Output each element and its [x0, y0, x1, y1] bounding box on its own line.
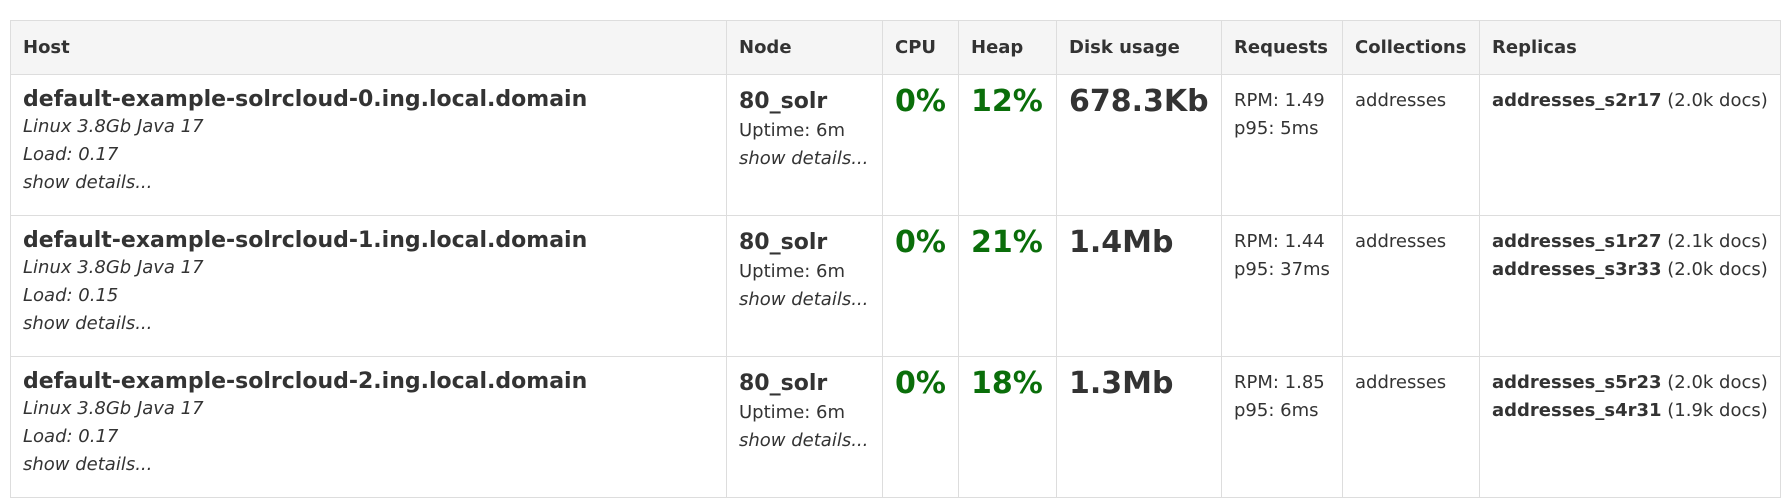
collections-cell: addresses: [1342, 215, 1480, 357]
host-name: default-example-solrcloud-0.ing.local.do…: [23, 87, 588, 112]
column-header: Requests: [1221, 20, 1343, 75]
rpm: RPM: 1.85: [1234, 372, 1325, 393]
host-name: default-example-solrcloud-2.ing.local.do…: [23, 369, 588, 394]
disk-cell: 1.4Mb: [1056, 215, 1222, 357]
node-name: 80_solr: [739, 89, 828, 114]
disk-cell: 678.3Kb: [1056, 74, 1222, 216]
host-cell: default-example-solrcloud-1.ing.local.do…: [10, 215, 727, 357]
header-row: Host Node CPU Heap Disk usage Requests Collect…: [10, 20, 1781, 75]
collection: addresses: [1355, 231, 1447, 252]
heap-value: 21%: [971, 225, 1043, 260]
disk-cell: 1.3Mb: [1056, 356, 1222, 498]
cpu-value: 0%: [895, 366, 946, 401]
replica: addresses_s5r23 (2.0k docs): [1492, 369, 1768, 397]
show-details[interactable]: show details...: [739, 289, 869, 310]
uptime: Uptime: 6m: [739, 120, 846, 141]
cpu-cell: 0%: [882, 215, 959, 357]
host-info: Linux 3.8Gb Java 17: [23, 398, 204, 419]
column-header: CPU: [882, 20, 959, 75]
node-cell: 80_solr Uptime: 6m show details...: [726, 74, 883, 216]
disk-value: 1.4Mb: [1069, 225, 1174, 260]
replica-name: addresses_s1r27: [1492, 231, 1662, 252]
uptime: Uptime: 6m: [739, 402, 846, 423]
show-details[interactable]: show details...: [739, 430, 869, 451]
column-header: Heap: [958, 20, 1057, 75]
requests-cell: RPM: 1.44 p95: 37ms: [1221, 215, 1343, 357]
cpu-cell: 0%: [882, 356, 959, 498]
replicas-cell: addresses_s1r27 (2.1k docs) addresses_s3r…: [1479, 215, 1781, 357]
cpu-value: 0%: [895, 84, 946, 119]
host-load: Load: 0.15: [23, 285, 119, 306]
column-header: Node: [726, 20, 883, 75]
node-cell: 80_solr Uptime: 6m show details...: [726, 215, 883, 357]
replica: addresses_s3r33 (2.0k docs): [1492, 256, 1768, 284]
rpm: RPM: 1.49: [1234, 90, 1325, 111]
p95: p95: 6ms: [1234, 400, 1319, 421]
host-info: Linux 3.8Gb Java 17: [23, 257, 204, 278]
requests-cell: RPM: 1.49 p95: 5ms: [1221, 74, 1343, 216]
node-row: default-example-solrcloud-0.ing.local.do…: [10, 74, 1781, 216]
collections-cell: addresses: [1342, 74, 1480, 216]
collection: addresses: [1355, 372, 1447, 393]
show-details[interactable]: show details...: [23, 454, 153, 475]
replica-docs: (2.0k docs): [1667, 372, 1768, 393]
collections-cell: addresses: [1342, 356, 1480, 498]
rpm: RPM: 1.44: [1234, 231, 1325, 252]
replica-docs: (2.0k docs): [1667, 90, 1768, 111]
column-header: Replicas: [1479, 20, 1781, 75]
heap-cell: 21%: [958, 215, 1057, 357]
cpu-value: 0%: [895, 225, 946, 260]
column-header: Host: [10, 20, 727, 75]
uptime: Uptime: 6m: [739, 261, 846, 282]
host-info: Linux 3.8Gb Java 17: [23, 116, 204, 137]
collection: addresses: [1355, 90, 1447, 111]
replica: addresses_s4r31 (1.9k docs): [1492, 397, 1768, 425]
node-row: default-example-solrcloud-1.ing.local.do…: [10, 215, 1781, 357]
replica-name: addresses_s3r33: [1492, 259, 1662, 280]
host-load: Load: 0.17: [23, 426, 119, 447]
replica-name: addresses_s2r17: [1492, 90, 1662, 111]
node-name: 80_solr: [739, 230, 828, 255]
heap-value: 12%: [971, 84, 1043, 119]
replicas-cell: addresses_s5r23 (2.0k docs) addresses_s4r…: [1479, 356, 1781, 498]
node-row: default-example-solrcloud-2.ing.local.do…: [10, 356, 1781, 498]
host-load: Load: 0.17: [23, 144, 119, 165]
replicas-cell: addresses_s2r17 (2.0k docs): [1479, 74, 1781, 216]
replica: addresses_s2r17 (2.0k docs): [1492, 87, 1768, 115]
p95: p95: 5ms: [1234, 118, 1319, 139]
nodes-table: Host Node CPU Heap Disk usage Requests Collect…: [10, 20, 1781, 498]
heap-cell: 12%: [958, 74, 1057, 216]
heap-cell: 18%: [958, 356, 1057, 498]
replica-docs: (2.0k docs): [1667, 259, 1768, 280]
disk-value: 1.3Mb: [1069, 366, 1174, 401]
host-cell: default-example-solrcloud-2.ing.local.do…: [10, 356, 727, 498]
column-header: Disk usage: [1056, 20, 1222, 75]
requests-cell: RPM: 1.85 p95: 6ms: [1221, 356, 1343, 498]
heap-value: 18%: [971, 366, 1043, 401]
cpu-cell: 0%: [882, 74, 959, 216]
table-head: Host Node CPU Heap Disk usage Requests Collect…: [10, 20, 1781, 75]
show-details[interactable]: show details...: [23, 313, 153, 334]
replica-docs: (1.9k docs): [1667, 400, 1768, 421]
disk-value: 678.3Kb: [1069, 84, 1209, 119]
column-header: Collections: [1342, 20, 1480, 75]
node-name: 80_solr: [739, 371, 828, 396]
table-body: default-example-solrcloud-0.ing.local.do…: [10, 74, 1781, 498]
host-name: default-example-solrcloud-1.ing.local.do…: [23, 228, 588, 253]
replica: addresses_s1r27 (2.1k docs): [1492, 228, 1768, 256]
p95: p95: 37ms: [1234, 259, 1330, 280]
show-details[interactable]: show details...: [23, 172, 153, 193]
replica-name: addresses_s5r23: [1492, 372, 1662, 393]
replica-docs: (2.1k docs): [1667, 231, 1768, 252]
node-cell: 80_solr Uptime: 6m show details...: [726, 356, 883, 498]
host-cell: default-example-solrcloud-0.ing.local.do…: [10, 74, 727, 216]
show-details[interactable]: show details...: [739, 148, 869, 169]
replica-name: addresses_s4r31: [1492, 400, 1662, 421]
